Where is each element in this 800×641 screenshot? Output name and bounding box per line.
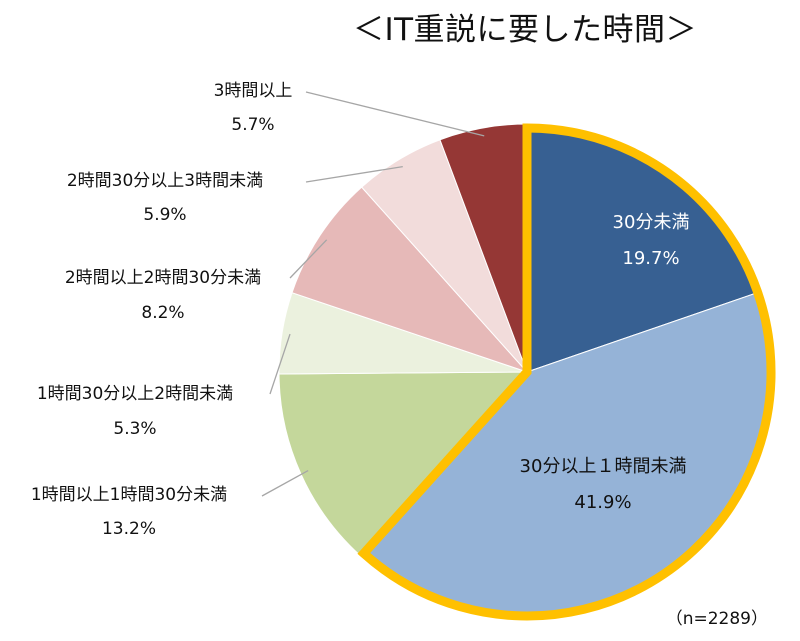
leader-line-3 <box>269 333 291 395</box>
slice-value-0: 19.7% <box>622 248 679 269</box>
leader-line-5 <box>305 166 403 183</box>
leader-line-4 <box>289 239 328 279</box>
slice-label-5: 2時間30分以上3時間未満 <box>67 171 263 191</box>
highlight-outline <box>357 123 776 621</box>
slice-label-3: 1時間30分以上2時間未満 <box>37 384 233 404</box>
slice-value-1: 41.9% <box>574 492 631 513</box>
slice-value-4: 8.2% <box>141 303 184 323</box>
slice-value-6: 5.7% <box>231 115 274 135</box>
slice-label-6: 3時間以上 <box>214 81 293 101</box>
chart-title: ＜IT重説に要した時間＞ <box>352 12 698 48</box>
slice-label-1: 30分以上１時間未満 <box>520 456 687 477</box>
sample-size-note: （n=2289） <box>665 609 768 629</box>
slice-value-2: 13.2% <box>102 519 156 539</box>
slice-label-4: 2時間以上2時間30分未満 <box>65 268 261 288</box>
slice-label-2: 1時間以上1時間30分未満 <box>31 485 227 505</box>
pie-slice-4 <box>291 186 529 374</box>
leader-line-6 <box>305 91 485 137</box>
slice-value-5: 5.9% <box>143 205 186 225</box>
leader-line-2 <box>261 469 309 497</box>
slice-label-0: 30分未満 <box>613 212 690 233</box>
pie-slice-2 <box>278 371 529 558</box>
slice-value-3: 5.3% <box>113 419 156 439</box>
